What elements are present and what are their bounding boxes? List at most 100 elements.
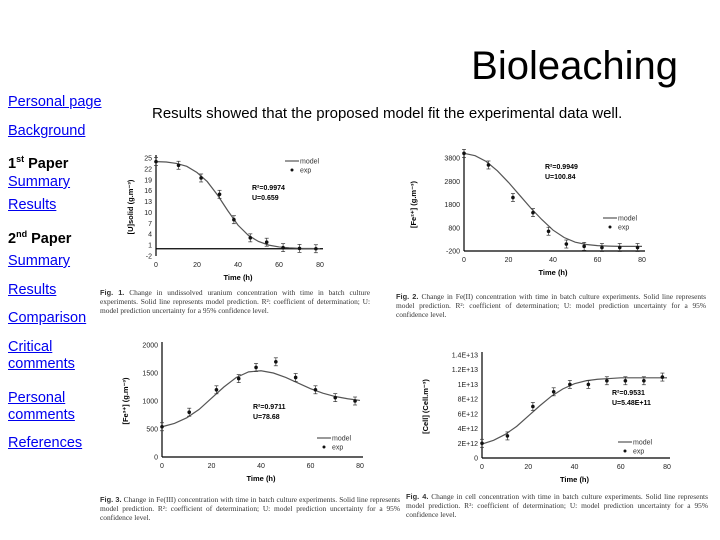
fig4-y-tick-label: 1.4E+13 xyxy=(452,353,478,360)
fig1-legend-dot-swatch xyxy=(290,168,294,172)
nav-paper2-results[interactable]: Results xyxy=(8,282,57,298)
fig3-y-tick-label: 1500 xyxy=(142,371,158,378)
fig1-exp-point xyxy=(176,163,181,168)
nav-personal-line1: Personal xyxy=(8,390,66,406)
paper2-sup: nd xyxy=(16,229,28,239)
fig3-stat-text: U=78.68 xyxy=(253,414,280,421)
fig4-legend-model: model xyxy=(633,440,653,447)
fig1-y-tick-label: 1 xyxy=(148,243,152,250)
fig1-x-tick-label: 20 xyxy=(193,262,201,269)
fig3-exp-point xyxy=(274,360,278,364)
fig4-caption-text: Change in cell concentration with time i… xyxy=(406,492,708,519)
nav-comparison[interactable]: Comparison xyxy=(8,310,87,326)
fig2-exp-point xyxy=(582,244,586,249)
fig2-legend-model: model xyxy=(618,216,638,223)
fig4-x-tick-label: 60 xyxy=(617,464,625,471)
fig1-y-tick-label: 25 xyxy=(144,156,152,163)
paper1-sup: st xyxy=(16,154,25,164)
fig2-exp-point xyxy=(635,245,640,250)
fig4-y-axis-label: [Cell] (Cell.m⁻³) xyxy=(421,379,430,434)
nav-paper1-results[interactable]: Results xyxy=(8,197,57,213)
fig2-stat-text: R²=0.9949 xyxy=(545,164,578,171)
fig1-y-tick-label: 4 xyxy=(148,232,152,239)
fig2-y-tick-label: 800 xyxy=(448,225,460,232)
fig3-exp-point xyxy=(293,375,298,380)
fig4-exp-point xyxy=(605,378,609,383)
fig2-exp-point xyxy=(564,242,569,246)
fig1-stat-text: U=0.659 xyxy=(252,195,279,202)
fig2-x-axis-label: Time (h) xyxy=(538,268,568,277)
nav-critical-line2: comments xyxy=(8,356,75,372)
fig1-y-tick-label: -2 xyxy=(146,254,152,261)
fig2-y-axis-label: [Fe²⁺] (g.m⁻³) xyxy=(409,180,418,228)
fig4-caption: Fig. 4. Change in cell concentration wit… xyxy=(406,492,708,519)
fig4-y-tick-label: 4E+12 xyxy=(458,426,479,433)
fig4-x-axis-label: Time (h) xyxy=(560,475,590,484)
slide-title: Bioleaching xyxy=(471,44,678,88)
fig2-x-tick-label: 20 xyxy=(505,257,513,264)
fig2-x-tick-label: 40 xyxy=(549,257,557,264)
fig2-exp-point xyxy=(462,151,466,156)
fig1-x-axis-label: Time (h) xyxy=(223,273,253,282)
fig1-x-tick-label: 40 xyxy=(234,262,242,269)
fig1-exp-point xyxy=(154,159,158,164)
paper2-label: Paper xyxy=(27,230,72,247)
fig4-x-tick-label: 40 xyxy=(571,464,579,471)
fig4-y-tick-label: 1.2E+13 xyxy=(452,367,478,374)
nav-personal-comments[interactable]: Personal comments xyxy=(8,390,75,423)
fig3-legend-exp: exp xyxy=(332,445,343,452)
nav-critical-line1: Critical xyxy=(8,339,53,355)
fig1-caption-text: Change in undissolved uranium concentrat… xyxy=(100,288,370,315)
fig2-x-tick-label: 80 xyxy=(638,257,646,264)
fig3-exp-point xyxy=(313,388,318,392)
fig2-legend-exp: exp xyxy=(618,225,629,232)
fig2-caption-label: Fig. 2. xyxy=(396,292,419,301)
fig3-model-line xyxy=(161,370,361,428)
fig1-x-tick-label: 80 xyxy=(316,262,324,269)
slide-subtitle: Results showed that the proposed model f… xyxy=(152,105,623,122)
fig4-y-tick-label: 1E+13 xyxy=(458,382,479,389)
fig1-exp-point xyxy=(297,246,302,251)
fig3-x-tick-label: 0 xyxy=(160,463,164,470)
paper1-heading: 1st Paper xyxy=(8,151,68,173)
nav-background[interactable]: Background xyxy=(8,123,86,139)
nav-critical-comments[interactable]: Critical comments xyxy=(8,339,75,372)
fig2-x-tick-label: 60 xyxy=(594,257,602,264)
fig2-y-tick-label: 1800 xyxy=(444,202,460,209)
nav-paper2-summary[interactable]: Summary xyxy=(8,253,71,269)
fig2-exp-point xyxy=(531,210,535,215)
fig4-model-line xyxy=(481,377,667,445)
fig3-y-tick-label: 2000 xyxy=(142,343,158,350)
nav-personal-page[interactable]: Personal page xyxy=(8,94,102,110)
fig3-y-tick-label: 1000 xyxy=(142,399,158,406)
fig2-exp-point xyxy=(486,163,491,167)
fig4-legend-exp: exp xyxy=(633,449,644,456)
fig1-caption: Fig. 1. Change in undissolved uranium co… xyxy=(100,288,370,315)
paper1-num: 1 xyxy=(8,155,17,172)
fig1-y-tick-label: 13 xyxy=(144,199,152,206)
fig3-caption-label: Fig. 3. xyxy=(100,495,122,504)
fig4-y-tick-label: 8E+12 xyxy=(458,397,479,404)
fig4-exp-point xyxy=(551,389,556,394)
fig3-exp-point xyxy=(353,399,357,403)
fig4-x-tick-label: 0 xyxy=(480,464,484,471)
nav-references[interactable]: References xyxy=(8,435,83,451)
fig4-y-tick-label: 6E+12 xyxy=(458,411,479,418)
fig2-y-tick-label: 3800 xyxy=(444,156,460,163)
fig3-x-tick-label: 80 xyxy=(356,463,364,470)
fig4-legend-dot-swatch xyxy=(623,449,627,453)
nav-personal-line2: comments xyxy=(8,407,75,423)
paper2-heading: 2nd Paper xyxy=(8,226,71,248)
fig3-legend-model: model xyxy=(332,436,352,443)
fig1-stat-text: R²=0.9974 xyxy=(252,185,285,192)
fig2-exp-point xyxy=(600,245,604,250)
fig3-y-tick-label: 500 xyxy=(146,427,158,434)
nav-paper1-summary[interactable]: Summary xyxy=(8,174,71,190)
fig4-caption-label: Fig. 4. xyxy=(406,492,429,501)
fig4-exp-point xyxy=(623,378,628,383)
fig3-caption-text: Change in Fe(III) concentration with tim… xyxy=(100,495,400,522)
fig1-y-tick-label: 7 xyxy=(148,221,152,228)
fig4-exp-point xyxy=(586,382,591,387)
fig2-y-tick-label: 2800 xyxy=(444,179,460,186)
fig4-y-tick-label: 0 xyxy=(474,456,478,463)
